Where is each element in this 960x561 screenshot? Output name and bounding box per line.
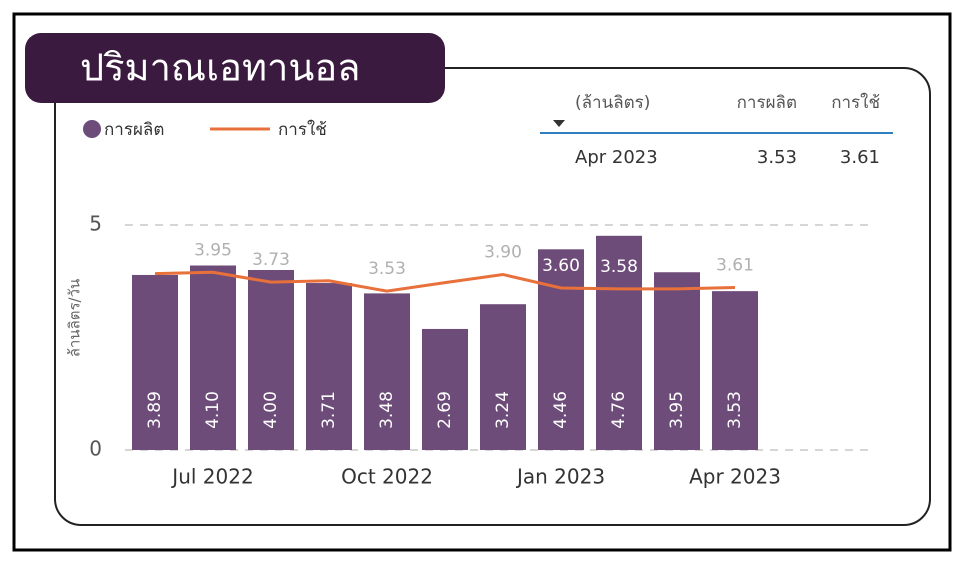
table-cell: Apr 2023 [575,147,658,168]
line-value-label: 3.60 [542,256,580,276]
bar [596,235,642,450]
bar [248,270,294,450]
bar-value-label: 3.89 [145,391,165,429]
x-tick-label: Oct 2022 [341,465,433,489]
bar-value-label: 2.69 [435,391,455,429]
line-value-label: 3.95 [194,240,232,260]
bar [132,274,178,450]
bar [306,283,352,450]
bar [538,249,584,450]
table-header: (ล้านลิตร) [575,93,650,113]
table-cell: 3.61 [840,147,880,168]
x-tick-label: Jul 2022 [170,465,253,489]
line-value-label: 3.53 [368,259,406,279]
bar-value-label: 3.48 [377,391,397,429]
bar-value-label: 4.76 [609,391,629,429]
bar-value-label: 4.46 [551,391,571,429]
table-header: การใช้ [831,92,880,113]
bar [190,265,236,450]
sort-arrow [553,120,565,127]
bar-value-label: 4.10 [203,391,223,429]
bar [654,272,700,450]
y-tick-label: 0 [89,437,102,461]
y-axis-title: ล้านลิตร/วัน [66,279,84,358]
x-tick-label: Jan 2023 [515,465,605,489]
line-value-label: 3.73 [252,250,290,270]
x-tick-label: Apr 2023 [689,465,781,489]
line-value-label: 3.90 [484,243,522,263]
legend-label: การผลิต [104,120,164,140]
legend-label: การใช้ [278,119,327,140]
bar [422,328,468,450]
table-header: การผลิต [737,93,797,113]
bar-value-label: 3.95 [667,391,687,429]
bar [364,293,410,450]
line-value-label: 3.58 [600,257,638,277]
bar [712,291,758,450]
line-value-label: 3.61 [716,256,754,276]
card [54,67,931,526]
line [154,270,736,293]
bar-value-label: 3.71 [319,391,339,429]
bar [480,304,526,450]
legend-swatch [83,120,101,138]
bar-value-label: 3.53 [725,391,745,429]
bar-value-label: 3.24 [493,391,513,429]
bar-value-label: 4.00 [261,391,281,429]
chart-title: ปริมาณเอทานอล [80,46,360,90]
table-cell: 3.53 [757,147,797,168]
y-tick-label: 5 [89,212,102,236]
title-badge [25,33,445,103]
